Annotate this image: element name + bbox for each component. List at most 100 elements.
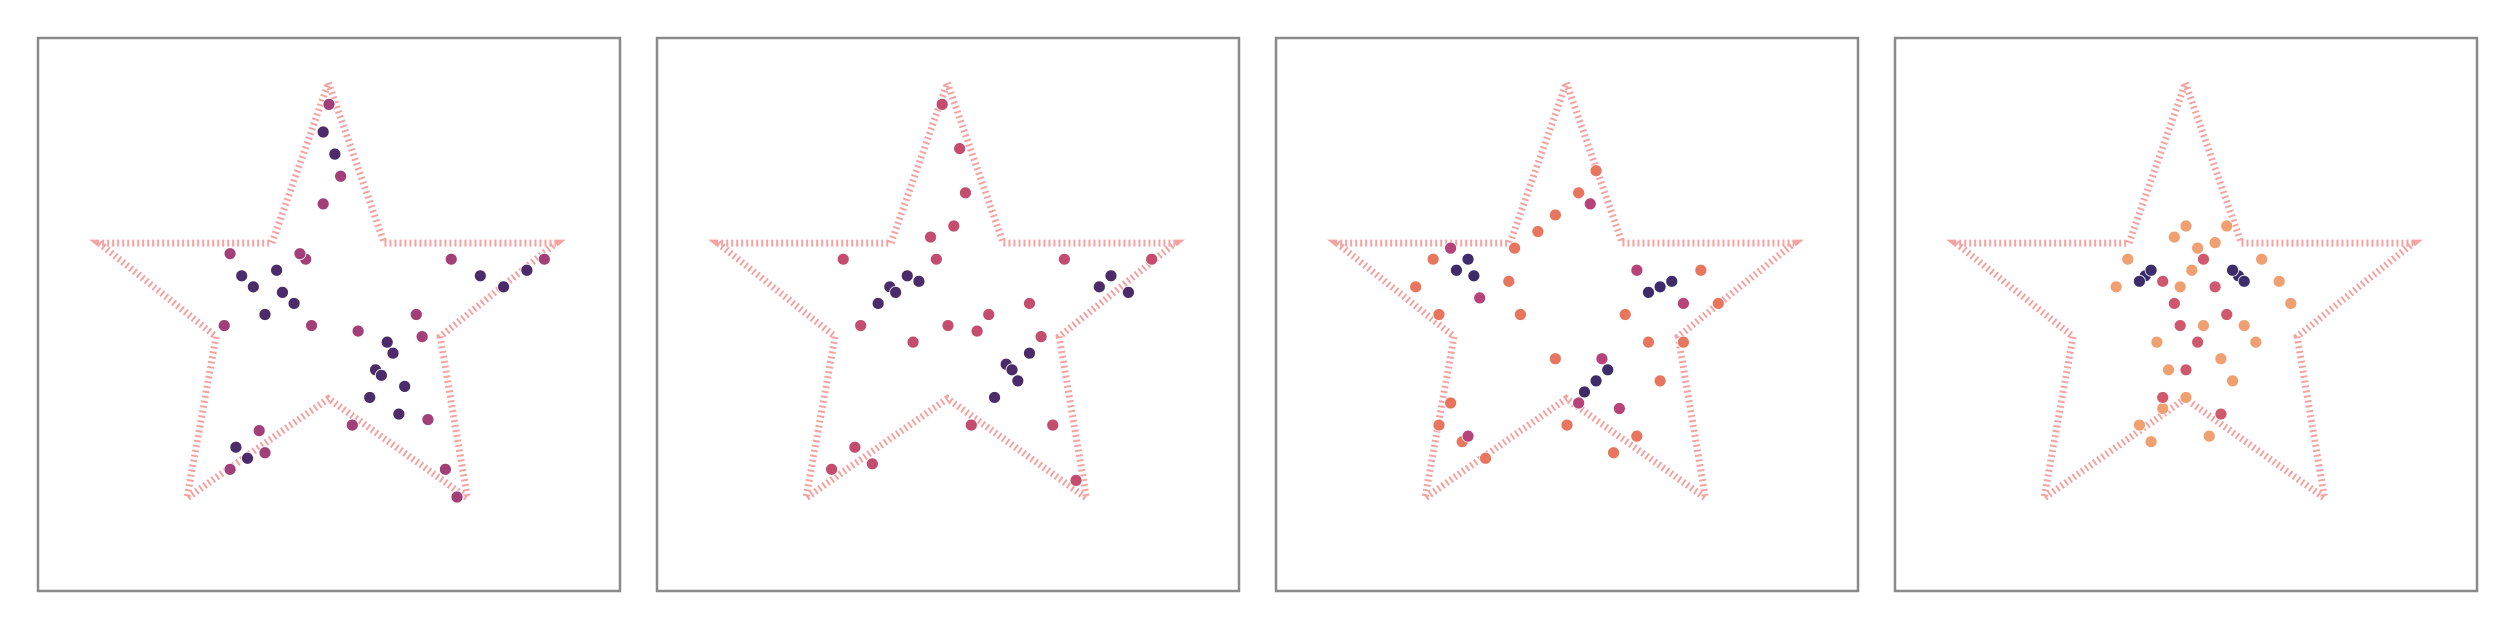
point [258, 308, 272, 321]
point [970, 324, 984, 338]
point [380, 335, 394, 349]
point [2173, 280, 2187, 294]
star-outline [89, 72, 566, 506]
point [334, 169, 348, 183]
point [1548, 352, 1562, 366]
point [398, 379, 412, 393]
point [1665, 274, 1679, 288]
point [316, 125, 330, 139]
point [1467, 269, 1481, 283]
point [351, 324, 365, 338]
point [223, 462, 237, 476]
point [1677, 335, 1690, 349]
point [2226, 263, 2239, 277]
point [2220, 219, 2234, 233]
point [2156, 391, 2170, 404]
point [1653, 374, 1667, 388]
point [1046, 418, 1060, 432]
star-outline [708, 72, 1185, 506]
point [2237, 274, 2251, 288]
point [2133, 274, 2146, 288]
point [2179, 363, 2193, 377]
point [537, 252, 551, 266]
point [1092, 280, 1106, 294]
point [889, 285, 903, 299]
panel-frame [1274, 36, 1860, 593]
point [2179, 391, 2193, 404]
point [929, 252, 943, 266]
point [1508, 241, 1522, 255]
point [924, 230, 937, 244]
point [270, 263, 284, 277]
point [1069, 473, 1083, 487]
point [2167, 297, 2181, 310]
point [1514, 308, 1527, 321]
point [345, 418, 359, 432]
point [2109, 280, 2123, 294]
point [1461, 252, 1475, 266]
point [1642, 335, 1655, 349]
point [953, 142, 967, 156]
point [2156, 402, 2170, 415]
point [2208, 236, 2222, 250]
point [848, 440, 862, 454]
point [1473, 291, 1487, 305]
point [2173, 319, 2187, 332]
point [450, 490, 464, 504]
point [520, 263, 534, 277]
point [363, 391, 377, 404]
point [2121, 252, 2135, 266]
point [2197, 252, 2210, 266]
panel-frame [655, 36, 1241, 593]
point [223, 247, 237, 261]
point [217, 319, 231, 332]
point [1595, 352, 1609, 366]
point [1104, 269, 1118, 283]
point [959, 186, 972, 200]
point [906, 335, 920, 349]
point [935, 97, 949, 111]
point [305, 319, 318, 332]
point [1630, 263, 1644, 277]
point [2179, 219, 2193, 233]
point [1642, 285, 1655, 299]
point [322, 97, 336, 111]
point [2214, 352, 2228, 366]
point [1612, 402, 1626, 415]
point [836, 252, 850, 266]
point [2144, 435, 2158, 449]
point [1444, 396, 1457, 410]
point [1011, 374, 1025, 388]
point [2237, 319, 2251, 332]
point [241, 451, 254, 465]
point [1572, 396, 1586, 410]
point [473, 269, 487, 283]
point [415, 330, 429, 344]
point [1618, 308, 1632, 321]
point [988, 391, 1001, 404]
point [2255, 252, 2269, 266]
point [1145, 252, 1159, 266]
point [2197, 319, 2210, 332]
point [497, 280, 511, 294]
point [1023, 346, 1036, 360]
point [1005, 363, 1019, 377]
point [392, 407, 406, 421]
point [1677, 297, 1690, 310]
point [1023, 297, 1036, 310]
point [1461, 429, 1475, 443]
point [252, 424, 266, 438]
point [287, 297, 301, 310]
point [1531, 225, 1545, 238]
panel-frame [1893, 36, 2479, 593]
point [2191, 335, 2205, 349]
point [1653, 280, 1667, 294]
point [2133, 418, 2146, 432]
point [235, 269, 249, 283]
point [2144, 263, 2158, 277]
point [1479, 451, 1492, 465]
point [1607, 446, 1620, 460]
point [1578, 385, 1591, 399]
point [1572, 186, 1586, 200]
